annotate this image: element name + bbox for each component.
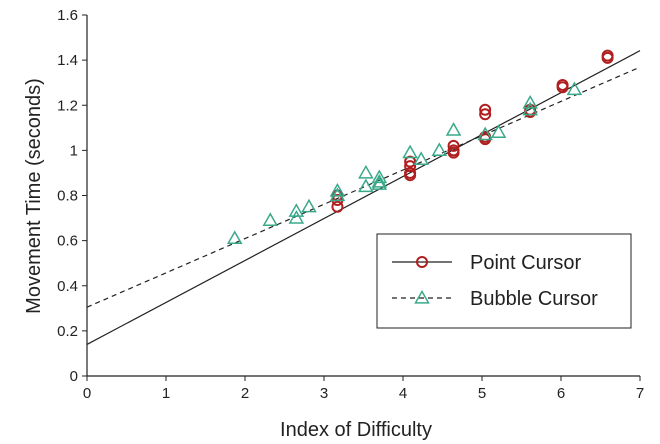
y-tick-label: 1.4 bbox=[57, 52, 78, 69]
data-points bbox=[226, 49, 614, 244]
point-cursor-point bbox=[447, 146, 460, 159]
y-tick-label: 1.2 bbox=[57, 97, 78, 114]
bubble-cursor-point bbox=[445, 122, 462, 136]
x-tick-label: 1 bbox=[162, 385, 170, 402]
y-tick-label: 1 bbox=[70, 142, 78, 159]
y-tick-label: 0.8 bbox=[57, 188, 78, 205]
bubble-cursor-point bbox=[288, 210, 305, 224]
legend-label-bubble-cursor: Bubble Cursor bbox=[470, 288, 598, 310]
bubble-cursor-point bbox=[288, 203, 305, 217]
x-tick-label: 0 bbox=[83, 385, 91, 402]
x-tick-label: 4 bbox=[399, 385, 407, 402]
bubble-cursor-point bbox=[226, 230, 243, 244]
point-cursor-point bbox=[601, 51, 614, 64]
bubble-cursor-point bbox=[431, 142, 448, 156]
bubble-cursor-point bbox=[413, 151, 429, 166]
bubble-cursor-point bbox=[522, 101, 538, 116]
y-tick-label: 1.6 bbox=[57, 7, 78, 24]
point-cursor-point bbox=[404, 169, 417, 182]
point-cursor-point bbox=[556, 81, 569, 94]
y-tick-label: 0 bbox=[70, 368, 78, 385]
fit-line-point-cursor bbox=[86, 50, 641, 345]
bubble-cursor-point bbox=[371, 176, 388, 190]
bubble-cursor-point bbox=[490, 124, 507, 138]
point-cursor-point bbox=[447, 139, 460, 152]
legend-box bbox=[376, 233, 632, 329]
point-cursor-point bbox=[331, 200, 344, 213]
fit-lines bbox=[86, 50, 641, 345]
bubble-cursor-point bbox=[371, 169, 388, 184]
x-tick-label: 3 bbox=[320, 385, 328, 402]
point-cursor-point bbox=[479, 108, 492, 121]
fit-line-bubble-cursor bbox=[86, 66, 641, 308]
x-tick-label: 5 bbox=[478, 385, 486, 402]
legend-marker-point-cursor bbox=[416, 256, 428, 268]
x-tick-label: 7 bbox=[636, 385, 644, 402]
legend: Point Cursor Bubble Cursor bbox=[376, 233, 632, 329]
point-cursor-point bbox=[404, 155, 417, 168]
x-tick-label: 2 bbox=[241, 385, 249, 402]
bubble-cursor-point bbox=[329, 182, 346, 197]
y-axis-label: Movement Time (seconds) bbox=[23, 78, 45, 314]
bubble-cursor-point bbox=[358, 164, 374, 179]
bubble-cursor-point bbox=[358, 178, 374, 193]
bubble-cursor-point bbox=[371, 173, 388, 188]
bubble-cursor-point bbox=[301, 198, 317, 213]
legend-label-point-cursor: Point Cursor bbox=[470, 252, 581, 274]
y-tick-label: 0.2 bbox=[57, 323, 78, 340]
bubble-cursor-point bbox=[566, 81, 583, 96]
x-tick-label: 6 bbox=[557, 385, 565, 402]
bubble-cursor-point bbox=[329, 187, 346, 202]
x-axis-label: Index of Difficulty bbox=[280, 419, 432, 441]
bubble-cursor-point bbox=[477, 126, 493, 141]
legend-marker-bubble-cursor bbox=[414, 289, 430, 304]
y-tick-label: 0.6 bbox=[57, 233, 78, 250]
bubble-cursor-point bbox=[402, 144, 418, 159]
bubble-cursor-point bbox=[522, 94, 538, 109]
axes: 0 1 2 3 4 5 6 7 0 0.2 0.4 0.6 0.8 1 1.2 1.4 1.6 bbox=[57, 7, 644, 402]
point-cursor-point bbox=[479, 103, 492, 116]
y-tick-label: 0.4 bbox=[57, 278, 78, 295]
bubble-cursor-point bbox=[262, 212, 279, 226]
